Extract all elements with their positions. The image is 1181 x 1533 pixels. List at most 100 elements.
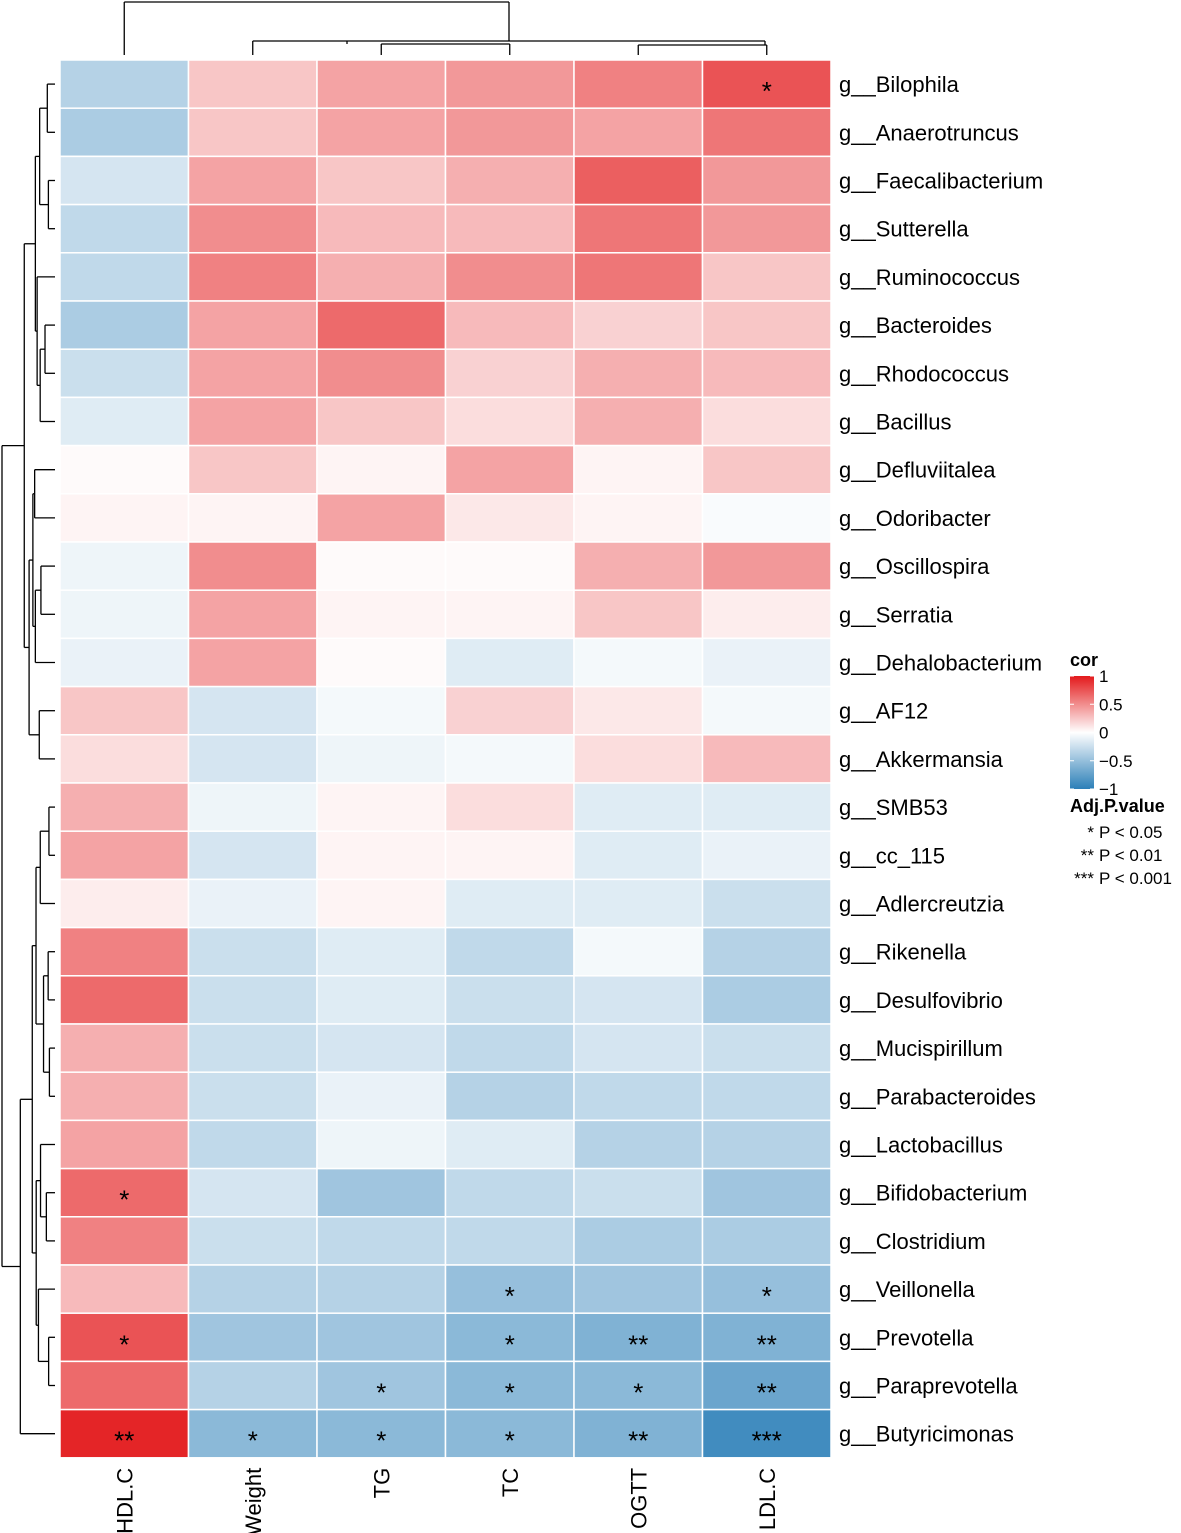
heatmap-cell <box>444 637 575 688</box>
heatmap-cell <box>444 107 575 158</box>
row-label: g__Parabacteroides <box>839 1084 1036 1109</box>
heatmap-cell <box>573 252 704 302</box>
heatmap-cell <box>59 878 190 929</box>
heatmap-cell <box>187 155 318 206</box>
heatmap-cell <box>701 1167 832 1218</box>
row-label: g__Bilophila <box>839 72 960 97</box>
heatmap-cell <box>573 348 704 399</box>
legend-sig-label: P < 0.05 <box>1099 823 1163 842</box>
row-label: g__Ruminococcus <box>839 265 1020 290</box>
heatmap-cell <box>701 589 832 640</box>
heatmap-cell <box>316 685 447 736</box>
heatmap-cell <box>573 1408 704 1459</box>
heatmap-cell <box>444 396 575 447</box>
heatmap-cell <box>444 589 575 640</box>
heatmap-cell <box>444 1264 575 1314</box>
heatmap-cell <box>444 878 575 929</box>
heatmap-cell <box>59 1071 190 1122</box>
heatmap-cell <box>573 685 704 736</box>
heatmap-cell <box>316 830 447 881</box>
heatmap-cell <box>187 734 318 784</box>
heatmap-cell <box>701 1360 832 1411</box>
heatmap-cell <box>701 1408 832 1459</box>
significance-mark: ** <box>757 1378 777 1408</box>
heatmap-cell <box>187 830 318 881</box>
heatmap-cell <box>187 444 318 495</box>
legend-sig-symbol: * <box>1087 823 1094 842</box>
row-label: g__Bifidobacterium <box>839 1181 1027 1206</box>
heatmap-cell <box>187 1312 318 1363</box>
heatmap-cell <box>573 926 704 977</box>
heatmap-cell <box>444 975 575 1025</box>
row-label: g__SMB53 <box>839 795 948 820</box>
row-label: g__Anaerotruncus <box>839 120 1019 145</box>
heatmap-cell <box>187 252 318 302</box>
significance-mark: ** <box>628 1426 648 1456</box>
heatmap-cell <box>573 107 704 158</box>
heatmap-cell <box>444 493 575 543</box>
heatmap-cell <box>316 637 447 688</box>
significance-mark: ** <box>114 1426 134 1456</box>
heatmap-cell <box>701 1216 832 1266</box>
row-dendrogram <box>1 83 55 1435</box>
heatmap-cell <box>444 1119 575 1170</box>
heatmap-cell <box>701 1119 832 1170</box>
heatmap-cell <box>573 1119 704 1170</box>
row-label: g__Bacillus <box>839 410 952 435</box>
heatmap-cell <box>573 1312 704 1363</box>
heatmap-cell <box>59 830 190 881</box>
heatmap-cell <box>59 734 190 784</box>
heatmap-cell <box>316 878 447 929</box>
significance-mark: * <box>505 1329 515 1359</box>
heatmap-cell <box>316 155 447 206</box>
heatmap-cell <box>444 830 575 881</box>
heatmap-cell <box>316 1119 447 1170</box>
heatmap-cell <box>444 1216 575 1266</box>
heatmap-cell <box>701 637 832 688</box>
column-label: Weight <box>241 1468 266 1533</box>
heatmap-cell <box>444 541 575 591</box>
heatmap-cells <box>59 59 832 1459</box>
heatmap-cell <box>59 252 190 302</box>
heatmap-cell <box>573 1264 704 1314</box>
heatmap-cell <box>187 300 318 350</box>
heatmap-cell <box>444 1312 575 1363</box>
heatmap-cell <box>444 926 575 977</box>
heatmap-cell <box>316 1360 447 1411</box>
significance-mark: * <box>505 1378 515 1408</box>
heatmap-cell <box>187 203 318 254</box>
heatmap-cell <box>701 878 832 929</box>
heatmap-cell <box>444 203 575 254</box>
heatmap-cell <box>701 300 832 350</box>
heatmap-cell <box>59 348 190 399</box>
legend-sig-symbol: *** <box>1074 869 1094 888</box>
heatmap-cell <box>573 734 704 784</box>
heatmap-cell <box>444 1023 575 1073</box>
significance-mark: * <box>248 1426 258 1456</box>
row-label: g__Lactobacillus <box>839 1133 1003 1158</box>
heatmap-cell <box>316 734 447 784</box>
heatmap-cell <box>701 203 832 254</box>
row-label: g__Serratia <box>839 602 954 627</box>
heatmap-cell <box>59 1167 190 1218</box>
row-label: g__Oscillospira <box>839 554 990 579</box>
heatmap-cell <box>316 975 447 1025</box>
heatmap-cell <box>316 493 447 543</box>
significance-mark: * <box>505 1426 515 1456</box>
row-labels: g__Bilophila g__Anaerotruncus g__Faecaliba… <box>839 72 1043 1447</box>
heatmap-cell <box>316 782 447 832</box>
heatmap-cell <box>59 59 190 109</box>
heatmap-cell <box>316 1264 447 1314</box>
heatmap-cell <box>187 926 318 977</box>
heatmap-cell <box>316 1023 447 1073</box>
heatmap-cell <box>701 493 832 543</box>
heatmap-cell <box>444 734 575 784</box>
heatmap-cell <box>59 203 190 254</box>
legend-tick-label: 0 <box>1099 724 1108 743</box>
heatmap-cell <box>187 1408 318 1459</box>
row-label: g__Veillonella <box>839 1277 976 1302</box>
heatmap-cell <box>573 1216 704 1266</box>
heatmap-cell <box>573 1023 704 1073</box>
heatmap-cell <box>573 59 704 109</box>
